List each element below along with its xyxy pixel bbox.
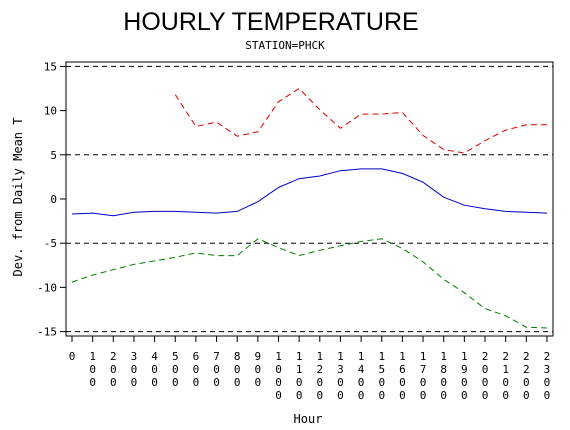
x-axis-label: Hour bbox=[294, 412, 323, 426]
series-line-3 bbox=[71, 238, 548, 329]
x-axis: 0 1 0 0 2 0 0 3 0 0 4 0 0 5 0 0 6 0 0 7 0 0 8 0 0 9 0 0 1 0 0 0 1 1 0 0 1 2 0 0… bbox=[69, 336, 551, 402]
plot-frame bbox=[65, 61, 554, 337]
series-line-2 bbox=[71, 168, 548, 217]
series-line-1 bbox=[174, 87, 547, 154]
reference-lines bbox=[66, 65, 553, 333]
y-axis-label: Dev. from Daily Mean T bbox=[11, 118, 25, 277]
series-layer bbox=[71, 87, 548, 329]
y-tick-label: -10 bbox=[37, 281, 57, 294]
y-tick-label: 15 bbox=[44, 60, 57, 73]
x-tick-label: 0 bbox=[69, 350, 76, 363]
y-axis: -15 -10 -5 0 5 10 15 bbox=[37, 60, 66, 339]
y-tick-label: -5 bbox=[44, 237, 57, 250]
chart-title: HOURLY TEMPERATURE bbox=[123, 8, 418, 36]
chart-subtitle: STATION=PHCK bbox=[245, 39, 325, 52]
y-tick-label: 0 bbox=[50, 193, 57, 206]
y-tick-label: -15 bbox=[37, 326, 57, 339]
y-tick-label: 5 bbox=[50, 149, 57, 162]
y-tick-label: 10 bbox=[44, 105, 57, 118]
